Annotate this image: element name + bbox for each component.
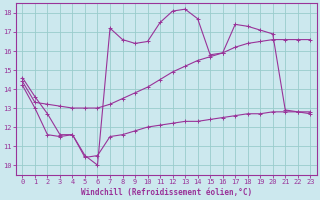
X-axis label: Windchill (Refroidissement éolien,°C): Windchill (Refroidissement éolien,°C) bbox=[81, 188, 252, 197]
